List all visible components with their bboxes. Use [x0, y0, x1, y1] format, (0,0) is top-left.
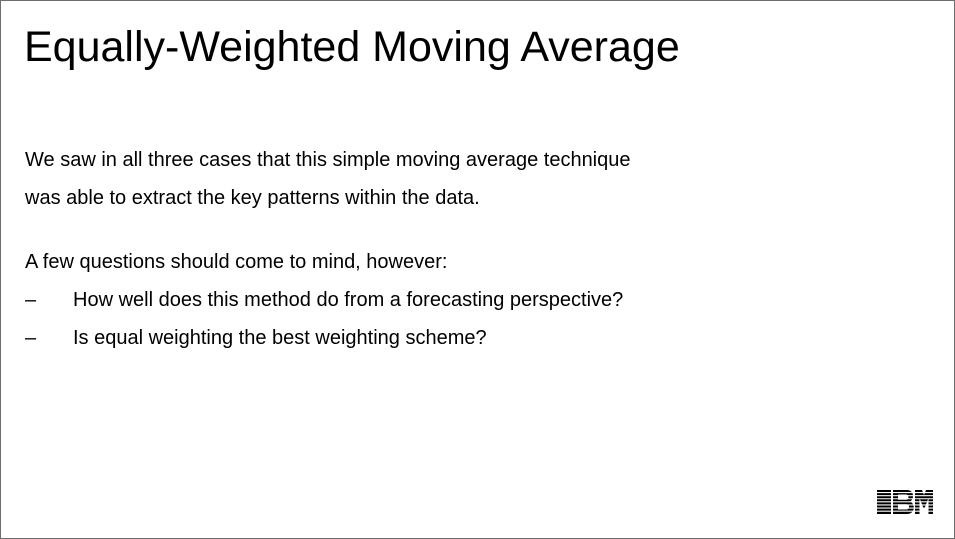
bullet-dash: –	[25, 327, 37, 349]
ibm-logo-icon	[877, 490, 933, 514]
question-item: – How well does this method do from a fo…	[25, 281, 623, 319]
intro-line-2: was able to extract the key patterns wit…	[25, 187, 480, 209]
question-text: Is equal weighting the best weighting sc…	[73, 327, 487, 349]
intro-line-1: We saw in all three cases that this simp…	[25, 149, 631, 171]
question-list: – How well does this method do from a fo…	[25, 281, 623, 357]
intro-paragraph: We saw in all three cases that this simp…	[25, 141, 631, 217]
bullet-dash: –	[25, 289, 37, 311]
question-text: How well does this method do from a fore…	[73, 289, 624, 311]
slide-title: Equally-Weighted Moving Average	[24, 23, 680, 71]
questions-lead: A few questions should come to mind, how…	[25, 251, 448, 273]
question-item: – Is equal weighting the best weighting …	[25, 319, 623, 357]
